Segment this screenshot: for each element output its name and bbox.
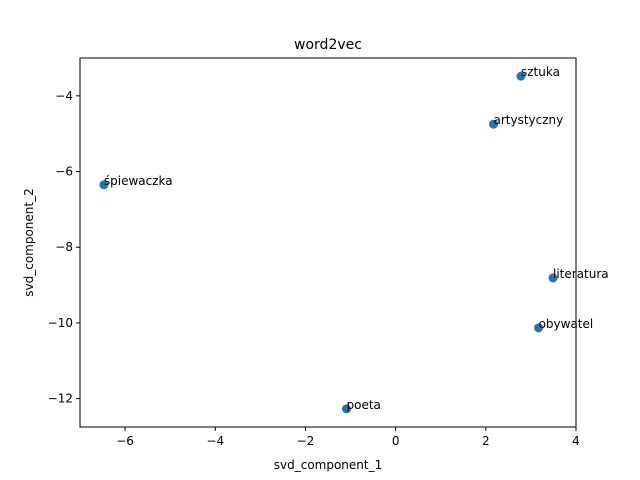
plot-area-frame [79, 57, 577, 428]
point-label: sztuka [521, 65, 560, 79]
x-tick-label: −4 [206, 434, 224, 448]
point-label: śpiewaczka [104, 174, 173, 188]
point-label: poeta [346, 398, 380, 412]
chart-title: word2vec [294, 37, 362, 53]
y-tick-label: −4 [55, 89, 73, 103]
x-tick-label: −2 [297, 434, 315, 448]
data-point [341, 404, 351, 414]
data-point [516, 71, 526, 81]
data-point [488, 119, 498, 129]
axis-ticks: −6 −4 −2 0 2 4 −12 −10 −8 −6 −4 [48, 89, 580, 448]
y-tick-label: −10 [48, 316, 73, 330]
x-axis-label: svd_component_1 [274, 458, 383, 472]
data-point [534, 323, 544, 333]
point-labels: sztuka artystyczny śpiewaczka literatura oby… [104, 65, 609, 412]
point-label: artystyczny [493, 113, 563, 127]
data-point [99, 180, 109, 190]
y-tick-label: −8 [55, 240, 73, 254]
data-point [548, 273, 558, 283]
point-label: literatura [553, 267, 609, 281]
x-tick-label: 4 [572, 434, 580, 448]
y-tick-label: −6 [55, 165, 73, 179]
point-label: obywatel [539, 317, 594, 331]
x-tick-label: 0 [392, 434, 400, 448]
data-points [99, 71, 558, 414]
x-tick-label: −6 [116, 434, 134, 448]
x-tick-label: 2 [482, 434, 490, 448]
y-tick-label: −12 [48, 392, 73, 406]
y-axis-label: svd_component_2 [22, 188, 36, 297]
